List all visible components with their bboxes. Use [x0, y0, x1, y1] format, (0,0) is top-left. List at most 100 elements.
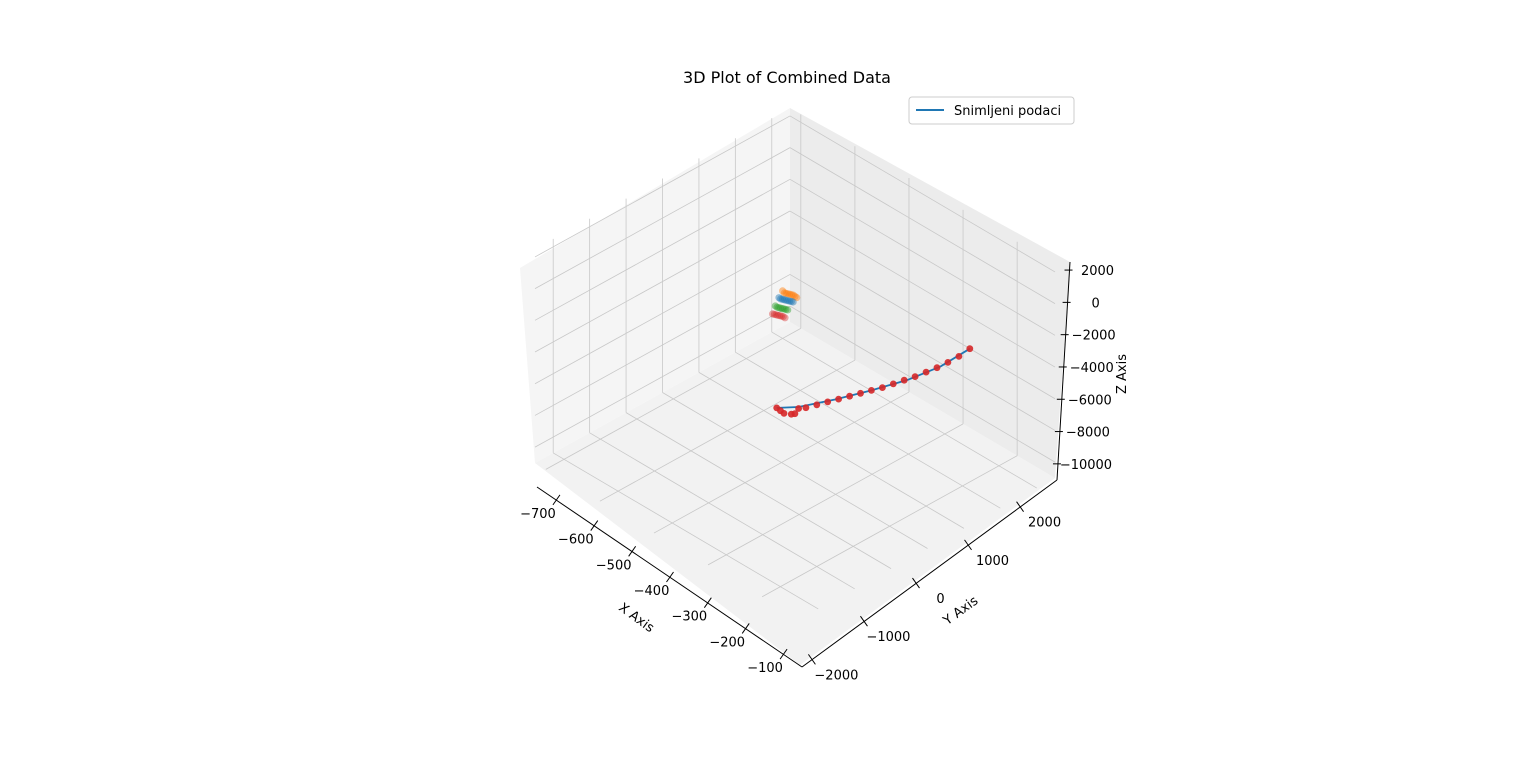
x-tick-mark: [666, 571, 674, 583]
z-grid-left-wall: [534, 274, 791, 416]
series-point-1: [813, 401, 821, 409]
z-tick-label: 0: [1091, 296, 1099, 311]
series-point-4: [780, 305, 788, 313]
z-grid-right-wall: [789, 178, 1056, 336]
z-grid-left-wall: [534, 210, 791, 353]
y-tick-label: −2000: [814, 668, 858, 683]
axis-panes: [520, 108, 1070, 665]
x-grid-floor: [771, 331, 1037, 489]
x-grid-floor: [589, 432, 855, 590]
series-point-1: [900, 376, 908, 384]
legend-label: Snimljeni podaci: [954, 104, 1061, 119]
series-point-2: [793, 294, 801, 302]
z-axis-label: Z Axis: [1115, 354, 1130, 394]
z-tick-label: −8000: [1066, 426, 1110, 441]
x-grid-floor: [698, 372, 965, 529]
x-grid-floor: [662, 392, 928, 549]
x-tick-label: −300: [671, 610, 707, 625]
z-tick-label: 2000: [1081, 264, 1114, 279]
y-grid-floor: [707, 423, 964, 566]
series-point-4: [773, 303, 781, 311]
z-grid-right-wall: [789, 210, 1056, 368]
series-point-3: [775, 294, 783, 302]
series-point-5: [781, 314, 789, 322]
y-tick-mark: [1016, 501, 1024, 513]
series-point-5: [772, 311, 780, 319]
grid-lines: [534, 114, 1056, 610]
series-point-4: [784, 306, 792, 314]
x-tick-mark: [552, 494, 561, 506]
z-grid-left-wall: [534, 115, 791, 258]
series-point-2: [789, 291, 797, 299]
x-axis-label: X Axis: [615, 600, 656, 636]
series-point-1: [802, 404, 810, 412]
y-tick-mark: [912, 577, 920, 589]
x-tick-label: −600: [558, 533, 594, 548]
z-grid-right-wall: [789, 147, 1056, 304]
data-marks: [769, 287, 974, 418]
series-point-3: [787, 297, 795, 306]
y-tick-label: −1000: [866, 630, 910, 645]
y-axis-line: [801, 479, 1058, 668]
series-point-1: [911, 373, 919, 380]
series-point-4: [775, 304, 783, 312]
series-point-5: [776, 312, 784, 320]
series-point-1: [868, 387, 875, 394]
z-grid-left-wall: [534, 147, 791, 289]
z-tick-label: −10000: [1060, 458, 1112, 473]
z-grid-left-wall: [534, 305, 791, 448]
tick-labels: −700−600−500−400−300−200−100 −2000−100001…: [520, 264, 1116, 683]
z-grid-right-wall: [789, 305, 1056, 463]
y-grid-floor: [545, 328, 802, 470]
series-point-2: [787, 291, 796, 299]
z-grid-left-wall: [534, 178, 791, 321]
x-tick-mark: [779, 648, 788, 660]
series-point-3: [780, 296, 788, 304]
y-grid-floor: [653, 391, 910, 534]
z-axis-line: [1056, 261, 1071, 481]
series-point-5: [769, 310, 777, 318]
series-point-3: [777, 295, 785, 303]
series-point-2: [791, 292, 799, 300]
series-point-5: [779, 313, 787, 321]
series-point-5: [774, 311, 782, 319]
z-grid-right-wall: [789, 115, 1056, 273]
series-point-1: [944, 359, 952, 366]
x-tick-label: −200: [709, 635, 745, 650]
series-point-1: [933, 364, 941, 372]
series-point-1: [966, 345, 974, 353]
series-point-1: [889, 380, 897, 388]
series-point-2: [784, 290, 792, 298]
series-point-3: [778, 295, 787, 303]
z-grid-right-wall: [789, 274, 1056, 431]
series-point-2: [782, 289, 790, 297]
chart-title: 3D Plot of Combined Data: [683, 68, 891, 87]
y-tick-mark: [860, 615, 868, 627]
x-tick-mark: [590, 520, 599, 531]
x-tick-label: −700: [520, 507, 556, 522]
series-point-5: [777, 312, 786, 320]
series-point-3: [782, 296, 790, 304]
y-axis-label: Y Axis: [940, 593, 981, 629]
axis-lines: [536, 261, 1073, 668]
series-point-2: [780, 289, 789, 297]
series-point-4: [778, 305, 787, 313]
y-grid-floor: [599, 359, 856, 502]
series-point-1: [846, 392, 853, 400]
x-grid-floor: [625, 412, 892, 569]
series-point-1: [955, 353, 963, 360]
x-tick-label: −100: [747, 661, 783, 676]
legend: Snimljeni podaci: [908, 96, 1075, 125]
series-point-1: [824, 398, 832, 406]
series-point-1: [922, 368, 930, 376]
x-tick-mark: [628, 545, 637, 557]
floor-pane: [535, 322, 1055, 665]
series-point-3: [786, 297, 794, 305]
series-point-5: [770, 310, 779, 318]
x-grid-floor: [735, 351, 1001, 509]
series-point-2: [786, 290, 794, 298]
z-tick-label: −6000: [1068, 393, 1112, 408]
z-grid-left-wall: [534, 242, 791, 385]
